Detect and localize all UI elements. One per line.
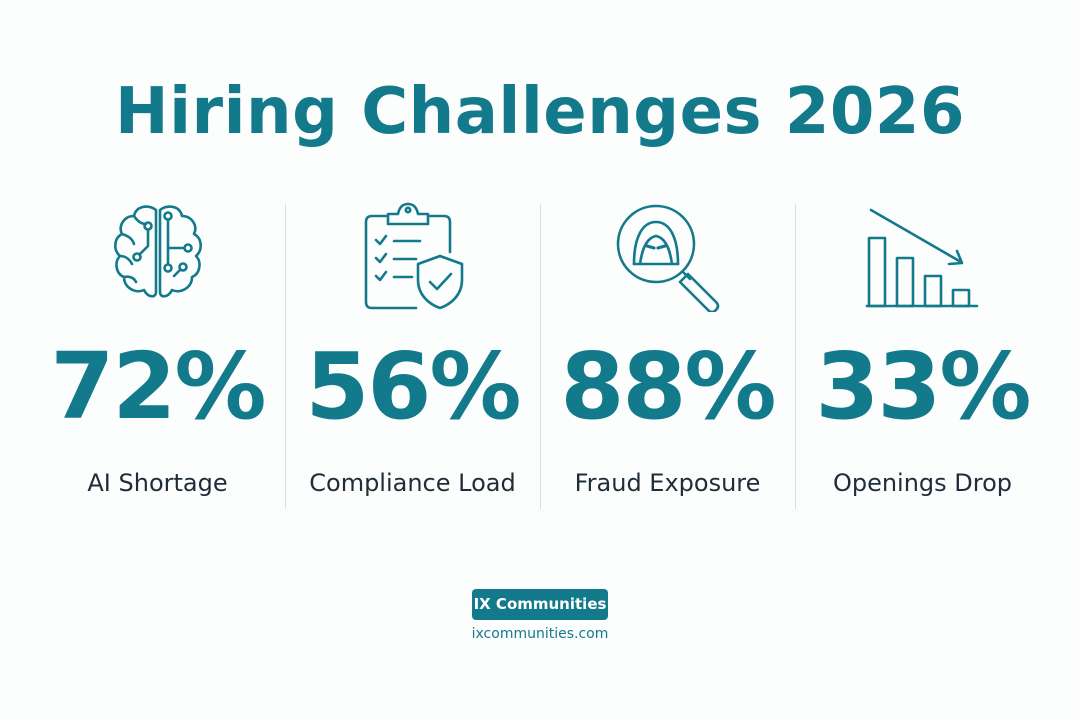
stat-value: 88% <box>560 333 776 440</box>
column-divider <box>285 204 286 509</box>
stat-label: Compliance Load <box>309 469 516 497</box>
hacker-magnifier-icon <box>540 200 795 315</box>
brand-badge: IX Communities <box>472 589 608 620</box>
stat-fraud-exposure: 88% Fraud Exposure <box>540 200 795 510</box>
stat-openings-drop: 33% Openings Drop <box>795 200 1050 510</box>
clipboard-shield-icon <box>285 200 540 315</box>
stat-label: Fraud Exposure <box>574 469 761 497</box>
stat-value: 56% <box>305 333 521 440</box>
stat-value: 72% <box>50 333 266 440</box>
stats-row: 72% AI Shortage <box>30 200 1050 510</box>
stat-label: Openings Drop <box>832 469 1013 497</box>
column-divider <box>795 204 796 509</box>
brand-url[interactable]: ixcommunities.com <box>471 626 609 642</box>
page-title: Hiring Challenges 2026 <box>115 75 965 149</box>
brain-circuit-icon <box>30 200 285 315</box>
stat-ai-shortage: 72% AI Shortage <box>30 200 285 510</box>
column-divider <box>540 204 541 509</box>
stat-value: 33% <box>815 333 1031 440</box>
stat-label: AI Shortage <box>87 469 228 497</box>
stat-compliance-load: 56% Compliance Load <box>285 200 540 510</box>
declining-bar-chart-icon <box>795 200 1050 315</box>
